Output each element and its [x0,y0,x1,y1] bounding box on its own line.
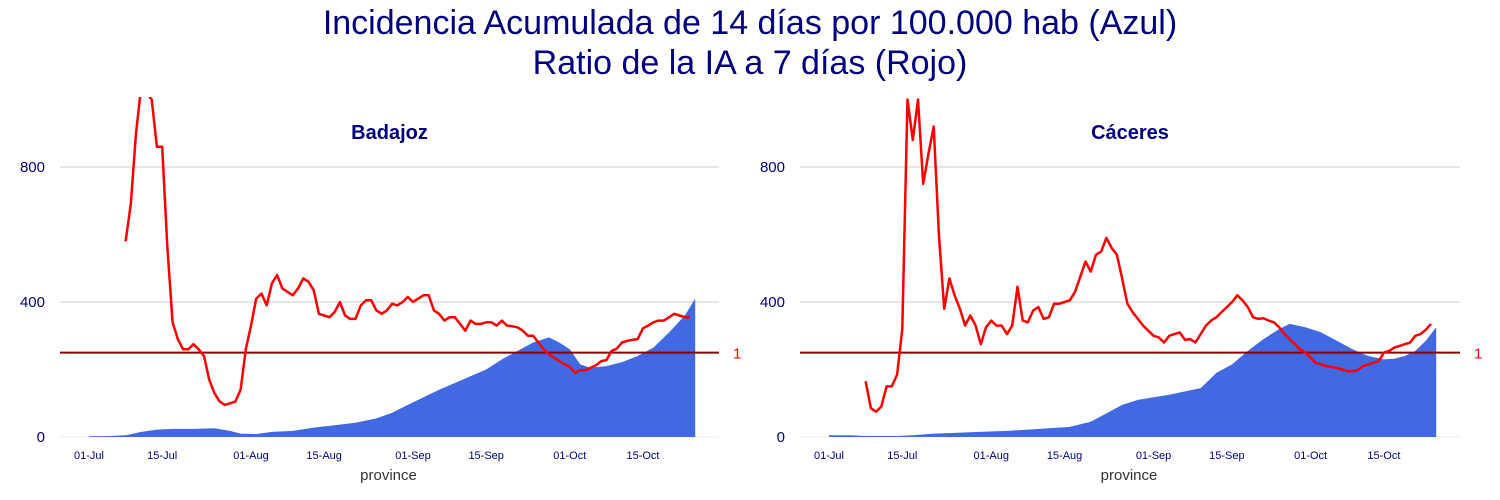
y-tick-label: 400 [760,294,785,311]
x-tick-label: 15-Jul [887,450,917,462]
panel-title: Badajoz [351,122,428,144]
x-axis-label: province [360,467,417,484]
x-tick-label: 01-Aug [974,450,1009,462]
x-tick-label: 01-Jul [74,450,104,462]
x-tick-label: 15-Aug [306,450,341,462]
y-tick-label: 800 [20,159,45,176]
x-tick-label: 15-Oct [1367,450,1400,462]
y-tick-label: 400 [20,294,45,311]
x-tick-label: 01-Oct [1294,450,1327,462]
incidence-area [829,323,1437,437]
x-tick-label: 15-Sep [468,450,503,462]
x-tick-label: 01-Sep [395,450,430,462]
figure-title-line-2: Ratio de la IA a 7 días (Rojo) [532,44,968,82]
x-tick-label: 15-Aug [1047,450,1082,462]
x-tick-label: 15-Oct [626,450,659,462]
x-tick-label: 01-Aug [233,450,268,462]
x-tick-label: 01-Oct [553,450,586,462]
x-axis-label: province [1101,467,1158,484]
ratio-line [864,98,1432,413]
x-tick-label: 01-Sep [1136,450,1171,462]
y-tick-label: 0 [37,429,45,446]
x-tick-label: 15-Jul [147,450,177,462]
x-tick-label: 01-Jul [814,450,844,462]
ratio-line [124,97,690,407]
panel-title: Cáceres [1091,122,1169,144]
reference-line-label: 1 [1474,346,1482,363]
y-tick-label: 0 [777,429,785,446]
x-tick-label: 15-Sep [1209,450,1244,462]
reference-line-label: 1 [733,346,741,363]
y-tick-label: 800 [760,159,785,176]
figure-title-line-1: Incidencia Acumulada de 14 días por 100.… [322,4,1178,42]
incidence-area [89,298,696,437]
